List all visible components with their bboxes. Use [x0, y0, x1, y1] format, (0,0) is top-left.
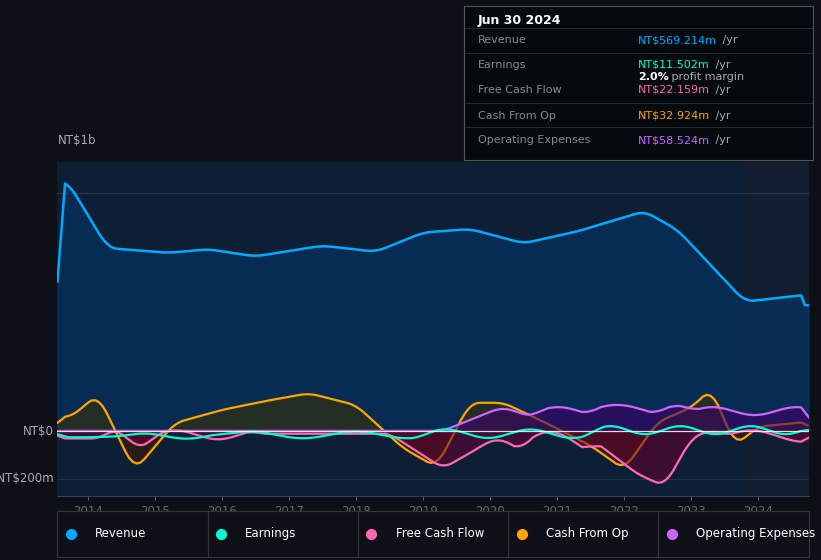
- Text: NT$22.159m: NT$22.159m: [639, 85, 710, 95]
- Text: NT$58.524m: NT$58.524m: [639, 136, 710, 146]
- Text: NT$1b: NT$1b: [57, 134, 96, 147]
- Text: Free Cash Flow: Free Cash Flow: [478, 85, 562, 95]
- Text: 2.0%: 2.0%: [639, 72, 669, 82]
- Text: /yr: /yr: [712, 136, 730, 146]
- Text: Earnings: Earnings: [478, 60, 526, 70]
- Text: Revenue: Revenue: [478, 35, 526, 45]
- Text: NT$569.214m: NT$569.214m: [639, 35, 718, 45]
- Text: Cash From Op: Cash From Op: [478, 111, 556, 121]
- Text: Revenue: Revenue: [95, 528, 146, 540]
- Text: Free Cash Flow: Free Cash Flow: [396, 528, 484, 540]
- Text: /yr: /yr: [712, 111, 730, 121]
- Text: NT$32.924m: NT$32.924m: [639, 111, 710, 121]
- Text: Cash From Op: Cash From Op: [546, 528, 628, 540]
- Text: Operating Expenses: Operating Expenses: [696, 528, 815, 540]
- Text: -NT$200m: -NT$200m: [0, 473, 53, 486]
- Text: Operating Expenses: Operating Expenses: [478, 136, 590, 146]
- Text: /yr: /yr: [712, 85, 730, 95]
- Text: Earnings: Earnings: [245, 528, 296, 540]
- Bar: [747, 162, 809, 496]
- Text: /yr: /yr: [719, 35, 737, 45]
- Text: NT$0: NT$0: [23, 425, 53, 438]
- Text: NT$11.502m: NT$11.502m: [639, 60, 710, 70]
- Text: Jun 30 2024: Jun 30 2024: [478, 14, 562, 27]
- Text: /yr: /yr: [712, 60, 730, 70]
- Text: profit margin: profit margin: [667, 72, 744, 82]
